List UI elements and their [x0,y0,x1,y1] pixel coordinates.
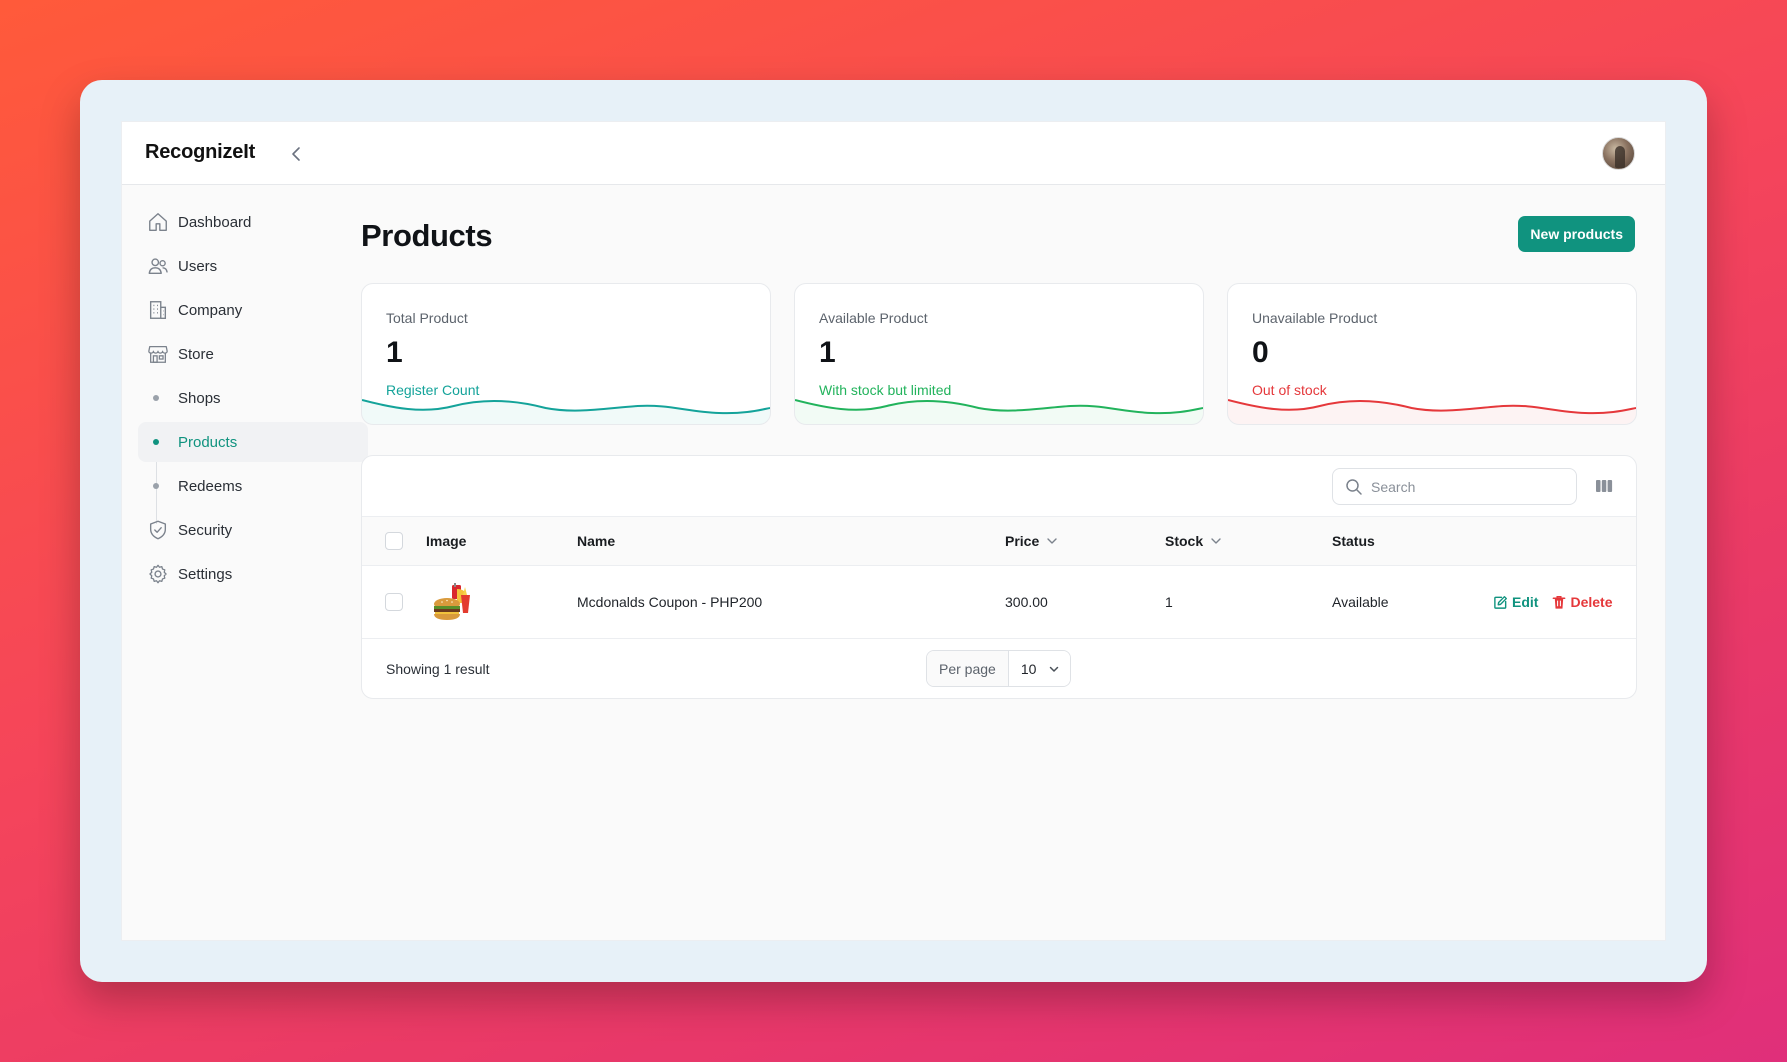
bullet-icon [153,439,159,445]
column-header-price-sortable[interactable]: Price [1005,533,1059,549]
search-input[interactable] [1371,469,1571,504]
table-row: Mcdonalds Coupon - PHP200 300.00 1 Avail… [362,566,1636,639]
select-all-checkbox[interactable] [385,532,403,550]
sidebar-item-label: Products [178,433,238,451]
table-footer: Showing 1 result Per page 10 [362,639,1636,698]
stats-cards: Total Product 1 Register Count Available… [361,283,1637,425]
column-header-price: Price [1005,533,1040,549]
shield-icon [149,520,167,540]
collapse-sidebar-button[interactable] [283,140,311,168]
per-page-label: Per page [927,651,1009,686]
trash-icon [1553,595,1566,609]
search-box[interactable] [1332,468,1577,505]
sparkline-wave [795,399,1203,424]
table-header: Image Name Price Stock Status [362,517,1636,566]
app-shell: RecognizeIt Dashboard Users Company [121,121,1666,941]
sidebar-item-store[interactable]: Store [138,334,368,374]
burger-meal-image [434,583,470,620]
stat-card-available: Available Product 1 With stock but limit… [794,283,1204,425]
sidebar-item-label: Shops [178,389,221,407]
store-icon [148,346,168,363]
top-bar: RecognizeIt [122,122,1665,185]
sidebar-item-redeems[interactable]: Redeems [138,466,368,506]
stat-label: Unavailable Product [1252,310,1378,326]
stat-label: Total Product [386,310,468,326]
new-products-button[interactable]: New products [1518,216,1635,252]
stat-value: 0 [1252,336,1269,369]
sidebar-item-users[interactable]: Users [138,246,368,286]
submenu-line [156,424,157,524]
products-table: Image Name Price Stock Status [361,455,1637,699]
product-status: Available [1332,594,1389,610]
stat-description: With stock but limited [819,382,952,398]
sidebar-item-label: Redeems [178,477,243,495]
bullet-icon [153,483,159,489]
home-icon [149,213,167,231]
stat-card-total: Total Product 1 Register Count [361,283,771,425]
sparkline-wave [362,399,770,424]
stat-value: 1 [819,336,836,369]
column-header-status: Status [1332,533,1375,549]
sidebar-item-shops[interactable]: Shops [138,378,368,418]
sidebar-item-label: Dashboard [178,213,252,231]
product-name: Mcdonalds Coupon - PHP200 [577,594,763,610]
page-title: Products [361,218,493,253]
chevron-down-icon [1211,538,1221,544]
chevron-down-icon [1047,538,1057,544]
stat-label: Available Product [819,310,928,326]
sidebar-item-dashboard[interactable]: Dashboard [138,202,368,242]
sidebar-item-company[interactable]: Company [138,290,368,330]
sidebar: Dashboard Users Company Store Shops Prod… [138,202,368,598]
chevron-down-icon [1050,666,1059,672]
per-page-control: Per page 10 [926,650,1072,687]
edit-button[interactable]: Edit [1493,594,1538,610]
product-price: 300.00 [1005,594,1048,610]
bullet-icon [153,395,159,401]
sidebar-item-security[interactable]: Security [138,510,368,550]
brand-logo[interactable]: RecognizeIt [145,141,256,163]
chevron-left-icon [292,147,300,161]
column-header-image: Image [426,533,467,549]
product-stock: 1 [1165,594,1173,610]
table-toolbar [362,456,1636,517]
stat-description: Register Count [386,382,480,398]
column-header-stock: Stock [1165,533,1204,549]
column-header-name: Name [577,533,616,549]
avatar[interactable] [1602,137,1635,170]
per-page-select[interactable]: 10 [1008,651,1071,686]
stat-value: 1 [386,336,403,369]
sidebar-item-settings[interactable]: Settings [138,554,368,594]
sidebar-item-label: Users [178,257,218,275]
edit-icon [1494,595,1508,609]
window-frame: RecognizeIt Dashboard Users Company [80,80,1707,982]
sidebar-item-label: Settings [178,565,233,583]
search-icon [1346,479,1362,495]
sparkline-wave [1228,399,1636,424]
stat-card-unavailable: Unavailable Product 0 Out of stock [1227,283,1637,425]
sidebar-item-products[interactable]: Products [138,422,368,462]
delete-button[interactable]: Delete [1552,594,1612,610]
users-icon [148,258,168,275]
delete-label: Delete [1570,594,1613,610]
stat-description: Out of stock [1252,382,1327,398]
results-count: Showing 1 result [386,661,490,677]
columns-toggle-icon[interactable] [1594,476,1614,496]
per-page-value: 10 [1020,660,1037,677]
column-header-stock-sortable[interactable]: Stock [1165,533,1223,549]
sidebar-item-label: Security [178,521,233,539]
sidebar-item-label: Store [178,345,214,363]
row-checkbox[interactable] [385,593,403,611]
sidebar-item-label: Company [178,301,243,319]
gear-icon [149,564,167,584]
building-icon [149,301,167,319]
edit-label: Edit [1512,594,1539,610]
